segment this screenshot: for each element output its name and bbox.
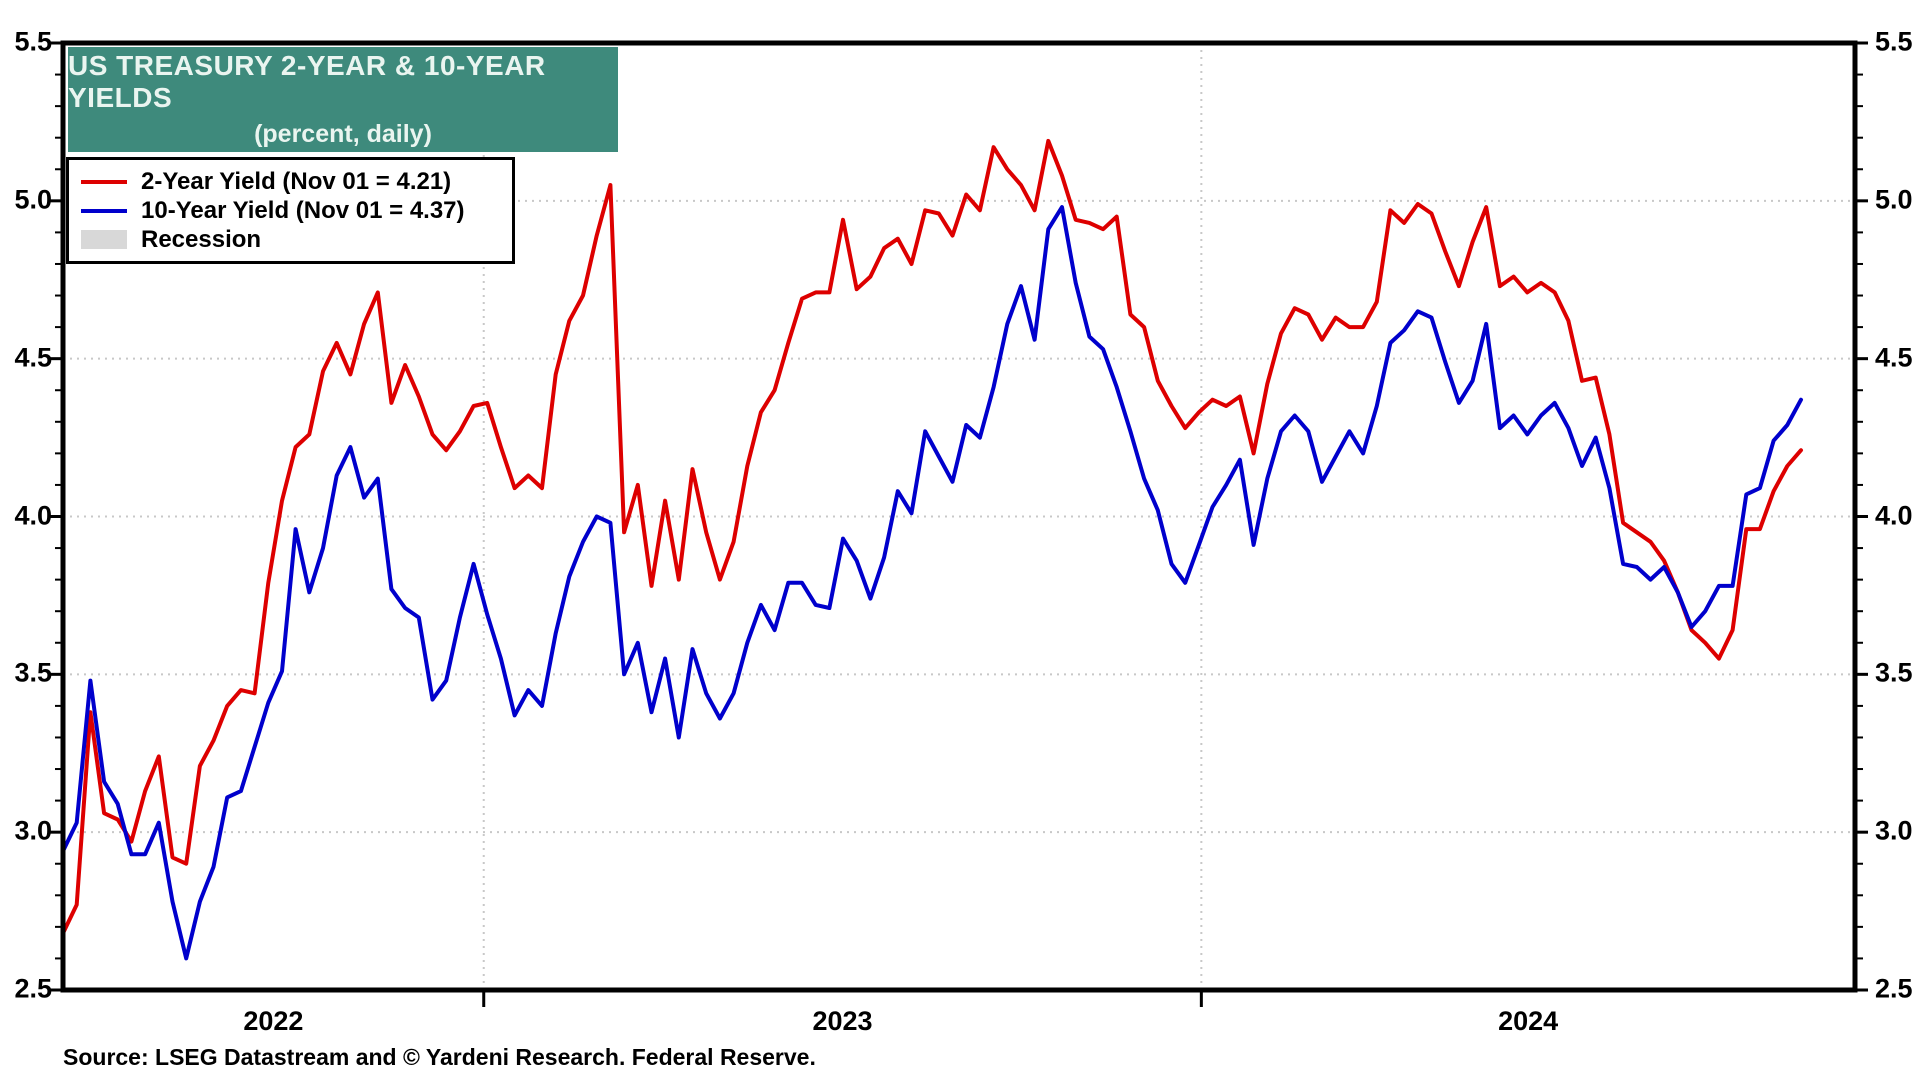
y-axis-label-left: 5.0 [14,184,52,215]
chart-title: US TREASURY 2-YEAR & 10-YEAR YIELDS [68,50,546,113]
x-axis-label: 2024 [1498,1006,1559,1036]
y-axis-label-left: 3.0 [14,815,52,846]
legend-label-2-year: 2-Year Yield (Nov 01 = 4.21) [141,167,452,195]
y-axis-label-right: 2.5 [1875,973,1913,1004]
legend-box: 2-Year Yield (Nov 01 = 4.21) 10-Year Yie… [66,157,515,264]
line-2-year-yield [61,138,1803,936]
legend-label-recession: Recession [141,225,262,253]
legend-item-10-year: 10-Year Yield (Nov 01 = 4.37) [81,196,502,225]
legend-item-2-year: 2-Year Yield (Nov 01 = 4.21) [81,167,502,196]
y-axis-label-left: 4.5 [14,341,52,372]
legend-label-10-year: 10-Year Yield (Nov 01 = 4.37) [141,196,465,224]
line-10-year-yield [61,205,1803,961]
y-axis-label-left: 2.5 [14,973,52,1004]
y-axis-label-left: 4.0 [14,499,52,530]
legend-line-swatch-2-year [81,179,127,184]
y-axis-label-left: 3.5 [14,657,52,688]
y-axis-label-right: 4.0 [1875,499,1913,530]
y-axis-label-left: 5.5 [14,26,52,57]
chart-title-box: US TREASURY 2-YEAR & 10-YEAR YIELDS (per… [68,47,618,152]
source-note: Source: LSEG Datastream and © Yardeni Re… [63,1044,816,1070]
y-axis-label-right: 3.0 [1875,815,1913,846]
y-axis-label-right: 4.5 [1875,341,1913,372]
y-axis-label-right: 5.5 [1875,26,1913,57]
x-axis-label: 2022 [243,1006,304,1036]
chart-subtitle: (percent, daily) [254,120,432,148]
legend-recession-swatch [81,230,127,249]
y-axis-label-right: 3.5 [1875,657,1913,688]
legend-line-swatch-10-year [81,208,127,213]
x-axis-label: 2023 [812,1006,873,1036]
legend-item-recession: Recession [81,225,502,254]
y-axis-label-right: 5.0 [1875,184,1913,215]
